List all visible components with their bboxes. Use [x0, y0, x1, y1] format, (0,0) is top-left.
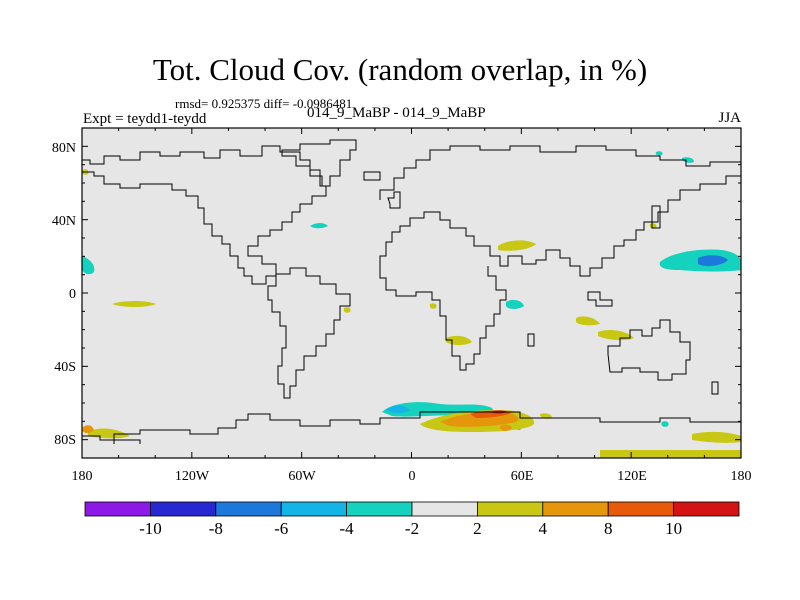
- anomaly-patch-positive: [343, 307, 351, 313]
- anomaly-patch-negative: [506, 299, 524, 309]
- latitude-labels: 80N 40N 0 40S 80S: [52, 141, 76, 448]
- anomaly-patch-positive: [429, 303, 437, 309]
- colorbar-box: [476, 501, 544, 517]
- lon-label: 60W: [288, 469, 316, 484]
- anomaly-patch-negative: [82, 256, 95, 275]
- coastline-iceland: [363, 171, 381, 181]
- lat-label: 80S: [54, 433, 76, 448]
- lon-label: 180: [731, 469, 752, 484]
- anomaly-patch-positive: [600, 450, 741, 458]
- lon-label: 180: [72, 469, 93, 484]
- coastline-antarctica: [82, 411, 741, 444]
- longitude-labels: 180 120W 60W 0 60E 120E 180: [72, 469, 752, 484]
- plot-title: Tot. Cloud Cov. (random overlap, in %): [152, 52, 648, 87]
- anomaly-patch-positive: [498, 240, 536, 251]
- colorbar-label: 8: [604, 519, 613, 538]
- colorbar-labels: -10 -8 -6 -4 -2 2 4 8 10: [139, 519, 682, 538]
- colorbar-label: -10: [139, 519, 162, 538]
- stats-line: rmsd= 0.925375 diff= -0.0986481: [175, 96, 353, 111]
- colorbar-box: [607, 501, 675, 517]
- anomaly-patch-negative: [310, 223, 328, 229]
- axis-ticks: [81, 127, 742, 459]
- colorbar: [84, 501, 740, 517]
- coastlines: [82, 139, 742, 444]
- anomaly-patch-negative: [661, 421, 669, 427]
- colorbar-label: 2: [473, 519, 482, 538]
- experiment-label: Expt = teydd1-teydd: [83, 111, 207, 127]
- colorbar-box: [346, 501, 413, 517]
- anomaly-patch-positive: [82, 425, 94, 433]
- colorbar-label: 4: [539, 519, 548, 538]
- colorbar-label: 10: [665, 519, 682, 538]
- case-label: 014_9_MaBP - 014_9_MaBP: [307, 105, 486, 121]
- anomaly-patch-negative: [682, 157, 694, 163]
- anomaly-patch-positive: [576, 316, 600, 326]
- anomaly-patch-negative: [386, 405, 410, 413]
- coastline-eurasia: [379, 145, 742, 371]
- colorbar-box: [542, 501, 609, 517]
- anomaly-patch-positive: [540, 413, 552, 419]
- colorbar-box: [215, 501, 282, 517]
- coastline-madagascar: [527, 333, 535, 347]
- anomaly-patch-positive: [112, 301, 156, 307]
- anomaly-patch-negative: [655, 151, 663, 156]
- coastline-australia: [607, 319, 691, 381]
- coastline-indonesia: [587, 291, 613, 307]
- lon-label: 60E: [511, 469, 534, 484]
- colorbar-box: [411, 501, 478, 517]
- anomaly-patch-positive: [692, 431, 741, 443]
- coastline-british-isles: [387, 191, 401, 209]
- lat-label: 80N: [52, 141, 76, 156]
- lon-label: 0: [409, 469, 416, 484]
- anomaly-patch-positive: [500, 424, 512, 431]
- coastline-greenland: [281, 139, 357, 187]
- lon-label: 120E: [617, 469, 647, 484]
- colorbar-label: -6: [274, 519, 288, 538]
- lat-label: 40S: [54, 360, 76, 375]
- anomaly-patch-positive: [649, 223, 657, 229]
- colorbar-label: -8: [209, 519, 223, 538]
- colorbar-label: -4: [340, 519, 355, 538]
- coastline-new-zealand: [711, 381, 719, 395]
- lon-label: 120W: [175, 469, 210, 484]
- colorbar-box: [84, 501, 151, 517]
- colorbar-box: [280, 501, 348, 517]
- lat-label: 0: [69, 287, 76, 302]
- coastline-south-america: [267, 267, 351, 399]
- anomaly-patch-negative: [698, 255, 728, 267]
- colorbar-label: -2: [405, 519, 419, 538]
- anomaly-patches: [81, 151, 741, 458]
- season-label: JJA: [718, 110, 741, 126]
- colorbar-box: [673, 501, 740, 517]
- coastline-north-america: [82, 145, 327, 285]
- coastline-japan: [651, 205, 661, 229]
- colorbar-box: [149, 501, 217, 517]
- lat-label: 40N: [52, 214, 76, 229]
